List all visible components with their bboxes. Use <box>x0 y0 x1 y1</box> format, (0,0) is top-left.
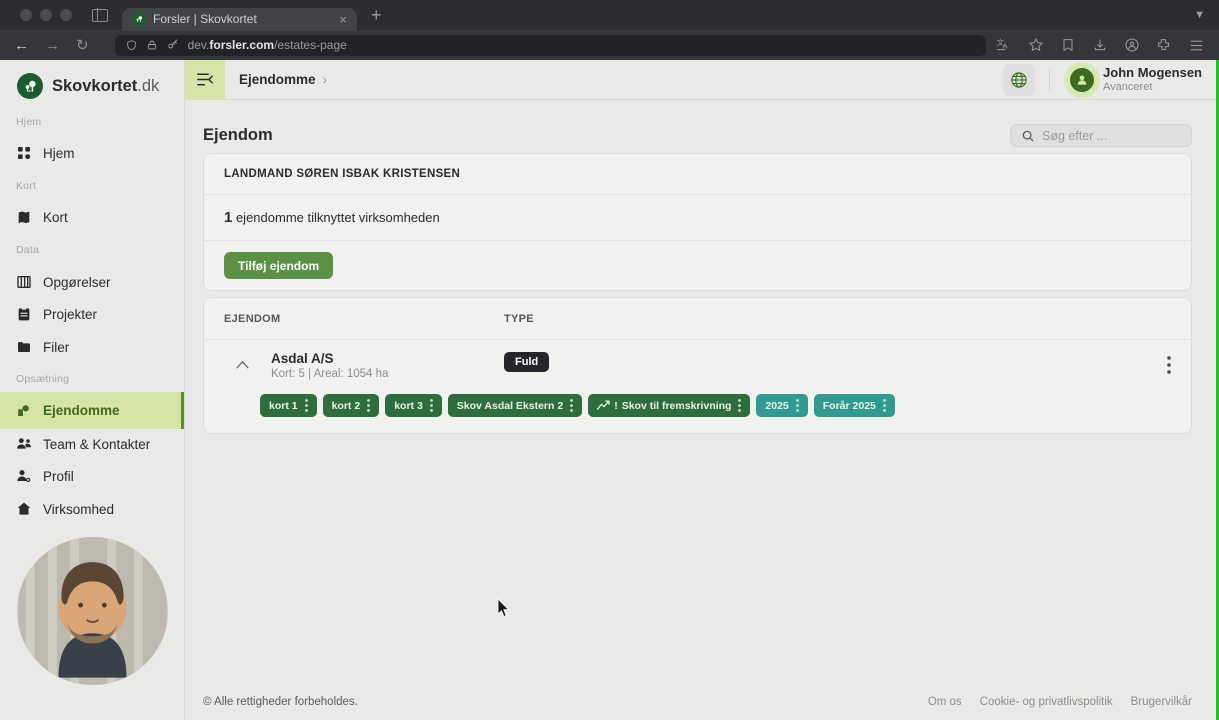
svg-text:A: A <box>1003 41 1008 50</box>
